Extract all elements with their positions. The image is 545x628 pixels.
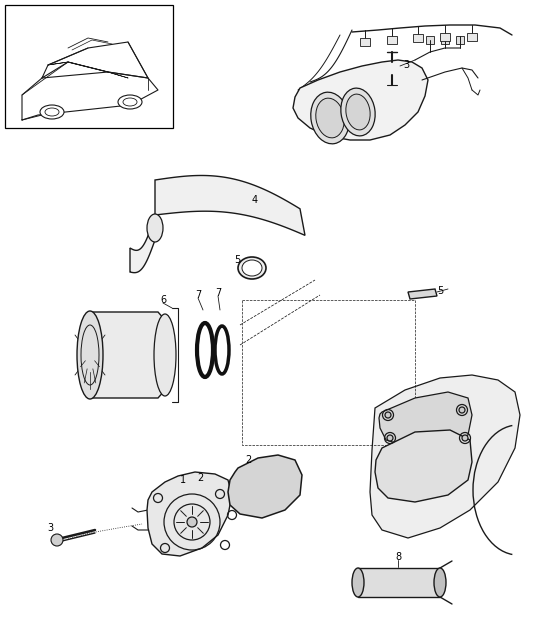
Text: 8: 8 [395,552,401,562]
Circle shape [385,412,391,418]
Polygon shape [293,60,428,140]
Polygon shape [360,38,370,46]
Polygon shape [441,36,449,44]
Text: 1: 1 [180,475,186,485]
Polygon shape [467,33,477,41]
Polygon shape [83,312,165,398]
Ellipse shape [242,260,262,276]
Ellipse shape [118,95,142,109]
Ellipse shape [45,108,59,116]
Ellipse shape [123,98,137,106]
Polygon shape [358,568,440,597]
Polygon shape [413,34,423,42]
Bar [5,5,173,128]
Polygon shape [130,215,155,273]
Ellipse shape [238,257,266,279]
Ellipse shape [346,94,370,130]
Circle shape [387,435,393,441]
Ellipse shape [434,568,446,597]
Circle shape [462,435,468,441]
Text: 4: 4 [252,195,258,205]
Polygon shape [456,36,464,44]
Polygon shape [379,392,472,448]
Ellipse shape [341,88,375,136]
Text: 5: 5 [437,286,443,296]
Text: 5: 5 [234,255,240,265]
Polygon shape [147,472,232,556]
Circle shape [187,517,197,527]
Polygon shape [387,36,397,44]
Ellipse shape [40,105,64,119]
Circle shape [459,407,465,413]
Circle shape [51,534,63,546]
Ellipse shape [311,92,349,144]
Polygon shape [375,430,472,502]
Ellipse shape [352,568,364,597]
Ellipse shape [154,314,176,396]
Text: 3: 3 [403,60,409,70]
Polygon shape [155,175,305,236]
Polygon shape [228,455,302,518]
Polygon shape [370,375,520,538]
Text: 7: 7 [215,288,221,298]
Text: 3: 3 [47,523,53,533]
Text: 2: 2 [245,455,251,465]
Ellipse shape [147,214,163,242]
Text: 2: 2 [197,473,203,483]
Ellipse shape [77,311,103,399]
Polygon shape [408,289,437,299]
Polygon shape [440,33,450,41]
Text: 6: 6 [160,295,166,305]
Text: 7: 7 [195,290,201,300]
Polygon shape [426,36,434,44]
Ellipse shape [316,98,344,138]
